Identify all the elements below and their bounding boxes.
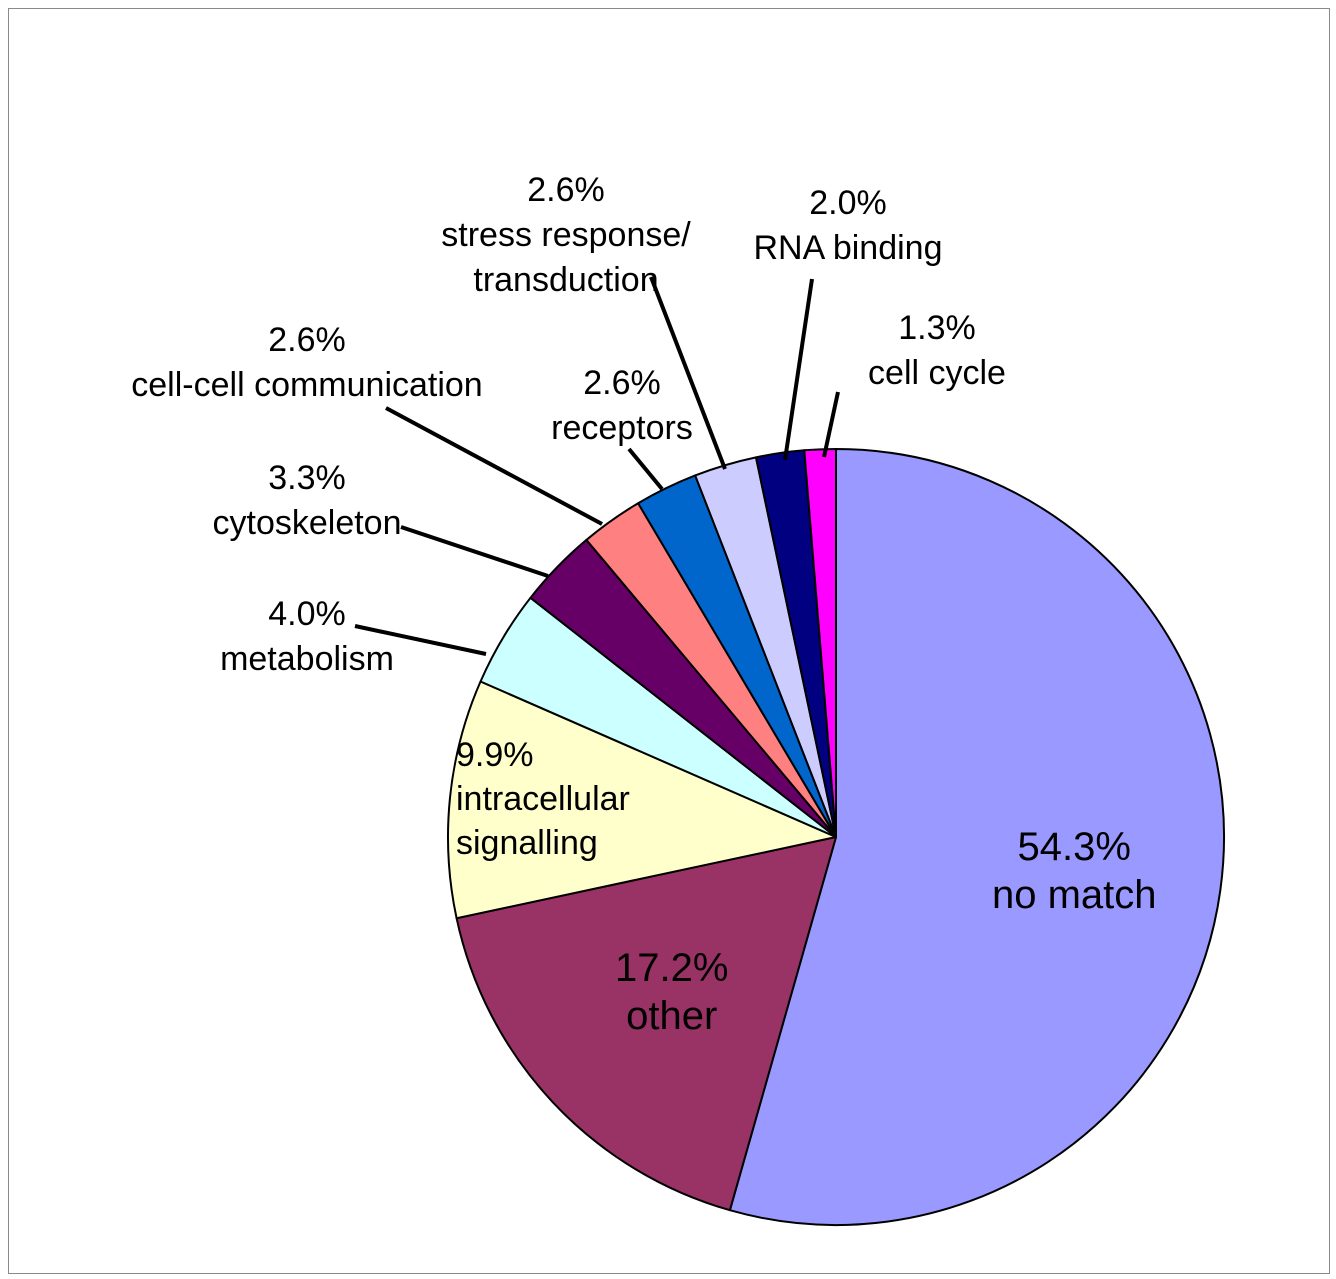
slice-percent-label: 1.3% (898, 309, 976, 347)
slice-category-label: metabolism (220, 640, 394, 678)
slice-percent-label: 54.3% (1018, 825, 1131, 869)
leader-line-stress-response-transduction (649, 276, 727, 470)
slice-label-cytoskeleton: 3.3% cytoskeleton (213, 459, 402, 542)
slice-percent-label: 2.6% (527, 171, 605, 209)
slice-percent-label: 2.6% (583, 364, 661, 402)
slice-category-label: no match (992, 873, 1157, 917)
slice-category-label: other (626, 994, 717, 1038)
chart-frame: 54.3% no match 17.2% other 9.9% intracellular… (8, 8, 1330, 1274)
slice-category-label: cytoskeleton (213, 504, 402, 542)
slice-percent-label: 9.9% (456, 736, 534, 774)
leader-line-receptors (627, 447, 664, 491)
slice-category-label: receptors (551, 409, 693, 447)
leader-lines (354, 276, 840, 656)
pie-slices (447, 448, 1225, 1226)
slice-percent-label: 17.2% (615, 946, 728, 990)
slice-label-receptors: 2.6% receptors (551, 364, 693, 447)
pie-slice-other (455, 836, 837, 1212)
slice-label-rna-binding: 2.0% RNA binding (753, 184, 942, 267)
slice-category-label: stress response/ (441, 216, 691, 254)
leader-line-rna-binding (783, 278, 814, 461)
slice-label-no-match: 54.3% no match (992, 825, 1157, 917)
slice-category-label: transduction (473, 261, 658, 299)
slice-category-label: cell cycle (868, 354, 1006, 392)
slice-category-label: RNA binding (753, 229, 942, 267)
leader-line-cell-cycle (822, 391, 840, 458)
slice-label-cell-cycle: 1.3% cell cycle (868, 309, 1006, 392)
slice-labels: 54.3% no match 17.2% other 9.9% intracellular… (131, 171, 1156, 1038)
slice-label-other: 17.2% other (615, 946, 728, 1038)
slice-category-label: signalling (456, 824, 598, 862)
slice-percent-label: 3.3% (268, 459, 346, 497)
slice-label-intracellular-signalling: 9.9% intracellular signalling (456, 736, 630, 862)
slice-category-label: intracellular (456, 780, 630, 818)
leader-line-cytoskeleton (400, 525, 549, 578)
slice-label-stress-response-transduction: 2.6% stress response/transduction (441, 171, 691, 299)
pie-chart: 54.3% no match 17.2% other 9.9% intracellular… (131, 171, 1225, 1226)
leader-line-metabolism (354, 624, 487, 656)
slice-label-cell-cell-communication: 2.6% cell-cell communication (131, 321, 482, 404)
leader-line-cell-cell-communication (385, 406, 603, 526)
slice-percent-label: 2.0% (809, 184, 887, 222)
slice-percent-label: 2.6% (268, 321, 346, 359)
slice-percent-label: 4.0% (268, 595, 346, 633)
pie-slice-intracellular-signalling (447, 680, 837, 920)
slice-label-metabolism: 4.0% metabolism (220, 595, 394, 678)
pie-slice-no-match (728, 448, 1225, 1226)
pie-slice-cell-cycle (803, 448, 837, 838)
slice-category-label: cell-cell communication (131, 366, 482, 404)
